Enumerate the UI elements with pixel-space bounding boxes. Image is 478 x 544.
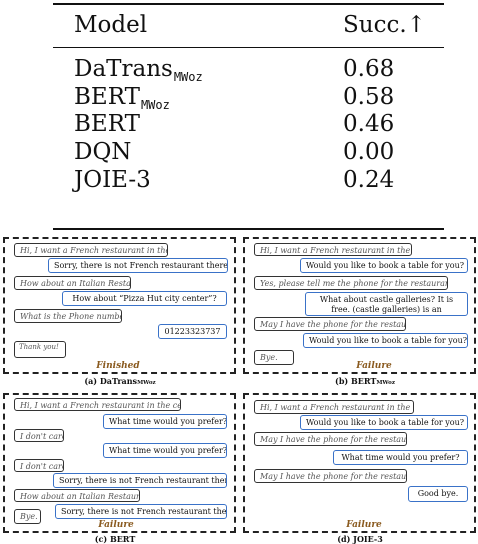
user-turn: I don't care.	[14, 459, 64, 472]
system-turn: Sorry, there is not French restaurant th…	[48, 258, 228, 273]
model-name: BERT	[74, 84, 140, 110]
dialogue-status: Failure	[356, 361, 392, 371]
system-turn: What time would you prefer?	[103, 414, 227, 429]
system-turn: Sorry, there is not French restaurant th…	[53, 473, 227, 488]
row-model: BERT	[74, 111, 140, 137]
user-turn: What is the Phone number?	[14, 309, 122, 323]
system-turn: What time would you prefer?	[103, 443, 227, 458]
user-turn: How about an Italian Restaurant?	[14, 489, 140, 502]
system-turn: Sorry, there is not French restaurant th…	[55, 504, 227, 519]
table-header-rule	[53, 47, 444, 48]
row-success: 0.58	[343, 84, 395, 110]
model-name: DaTrans	[74, 56, 173, 82]
panel-caption: (a) DaTransMWoz	[40, 376, 200, 386]
row-success: 0.24	[343, 167, 395, 193]
user-turn: May I have the phone for the restaurant?	[254, 469, 407, 483]
row-success: 0.68	[343, 56, 395, 82]
row-model: BERTMWoz	[74, 84, 170, 113]
system-turn: Would you like to book a table for you?	[303, 333, 468, 348]
user-turn: Yes, please tell me the phone for the re…	[254, 276, 448, 290]
user-turn: Hi, I want a French restaurant in the ce…	[14, 398, 181, 411]
caption-subscript: MWoz	[376, 380, 395, 386]
model-subscript: MWoz	[173, 70, 203, 84]
system-turn: Would you like to book a table for you?	[300, 258, 468, 273]
model-subscript: MWoz	[140, 98, 170, 112]
results-table: Model Succ.↑ DaTransMWoz 0.68 BERTMWoz 0…	[53, 0, 444, 232]
dialogue-status: Failure	[346, 520, 382, 530]
user-turn: How about an Italian Restaurant?	[14, 276, 131, 290]
row-success: 0.46	[343, 111, 395, 137]
caption-text: (b) BERT	[335, 376, 377, 386]
user-turn: Bye.	[14, 509, 41, 524]
row-model: DQN	[74, 139, 132, 165]
system-turn: Would you like to book a table for you?	[300, 415, 468, 430]
panel-caption: (b) BERTMWoz	[285, 376, 445, 386]
user-turn: Hi, I want a French restaurant in the ce…	[254, 400, 414, 414]
table-bottom-rule	[53, 228, 444, 230]
row-model: JOIE-3	[74, 167, 151, 193]
user-turn: Hi, I want a French restaurant in the ce…	[254, 243, 412, 256]
user-turn: Hi, I want a French restaurant in the ce…	[14, 243, 168, 257]
user-turn: Bye.	[254, 350, 294, 365]
system-turn: What time would you prefer?	[333, 450, 468, 465]
caption-text: (c) BERT	[94, 534, 136, 544]
header-model: Model	[74, 12, 148, 38]
dialogue-status: Failure	[98, 520, 134, 530]
panel-caption: (c) BERT	[35, 534, 195, 544]
caption-text: (d) JOIE-3	[337, 534, 383, 544]
table-top-rule	[53, 3, 444, 5]
dialogue-panel-d	[243, 393, 476, 533]
dialogue-panel-b	[243, 237, 476, 374]
caption-subscript: MWoz	[137, 380, 156, 386]
dialogue-panel-c	[3, 393, 236, 533]
system-turn: How about “Pizza Hut city center”?	[62, 291, 227, 306]
header-success: Succ.↑	[343, 12, 426, 38]
user-turn: May I have the phone for the restaurant?	[254, 317, 406, 331]
caption-text: (a) DaTrans	[84, 376, 138, 386]
system-turn: 01223323737	[158, 324, 227, 339]
dialogue-panel-a	[3, 237, 236, 374]
dialogue-status: Finished	[96, 361, 140, 371]
user-turn: I don't care.	[14, 429, 64, 442]
system-turn: What about castle galleries? It is free.…	[305, 292, 468, 316]
row-success: 0.00	[343, 139, 395, 165]
user-turn: Thank you!	[14, 341, 66, 358]
panel-caption: (d) JOIE-3	[280, 534, 440, 544]
system-turn: Good bye.	[408, 486, 468, 502]
user-turn: May I have the phone for the restaurant?	[254, 432, 407, 446]
row-model: DaTransMWoz	[74, 56, 203, 85]
